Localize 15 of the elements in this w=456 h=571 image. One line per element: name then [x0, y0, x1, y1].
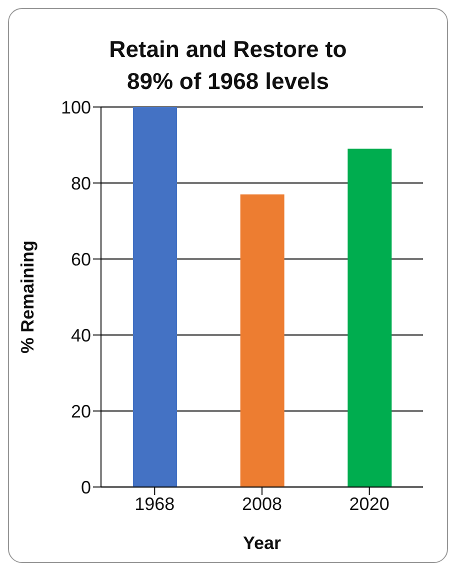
y-tick-label: 0 — [80, 477, 91, 498]
bar — [240, 194, 284, 487]
bar — [348, 148, 392, 487]
y-tick-label: 100 — [60, 97, 91, 118]
bar — [133, 107, 177, 487]
x-tick-label: 1968 — [134, 494, 175, 514]
y-axis-title: % Remaining — [17, 240, 38, 354]
y-tick-label: 20 — [70, 401, 91, 422]
x-tick-label: 2020 — [349, 494, 390, 514]
y-tick-label: 60 — [70, 249, 91, 270]
y-tick-label: 40 — [70, 325, 91, 346]
x-axis-title: Year — [242, 533, 282, 553]
y-tick-label: 80 — [70, 173, 91, 194]
x-tick-label: 2008 — [242, 494, 282, 514]
chart-title: Retain and Restore to 89% of 1968 levels — [108, 35, 348, 96]
